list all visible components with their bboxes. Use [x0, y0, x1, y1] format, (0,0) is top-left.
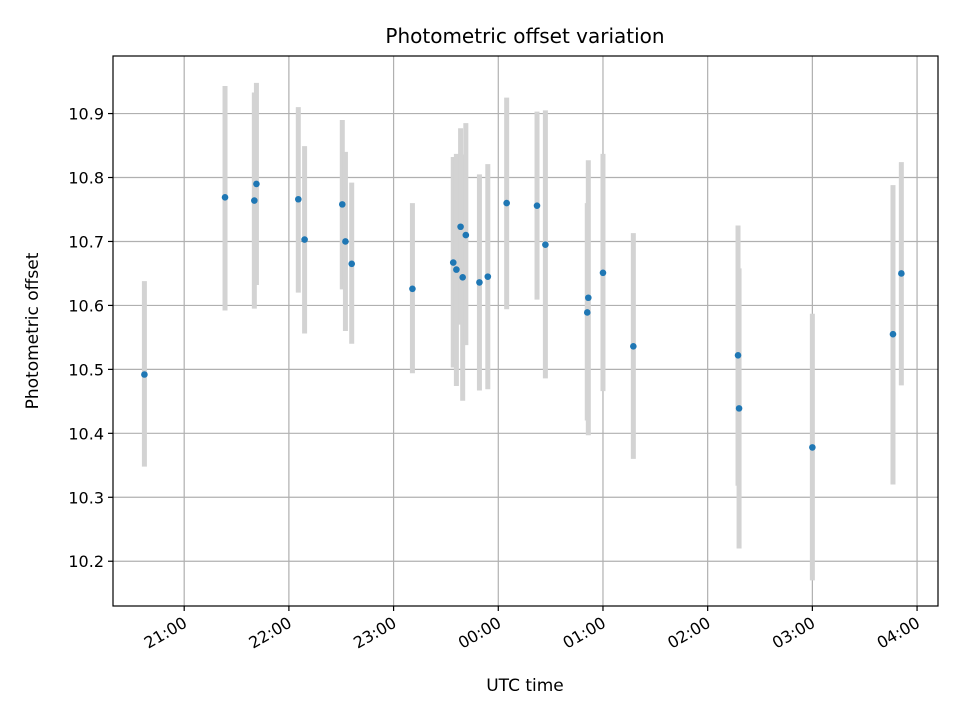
y-tick-label: 10.6 [68, 296, 104, 315]
plot-frame [112, 55, 939, 607]
y-tick-label: 10.7 [68, 232, 104, 251]
data-point [476, 279, 483, 286]
data-point [599, 269, 607, 277]
y-tick-label: 10.9 [68, 105, 104, 124]
y-tick-label: 10.3 [68, 488, 104, 507]
data-point [409, 285, 416, 293]
y-axis-title: Photometric offset [23, 252, 43, 409]
y-axis-ticks: 10.2 10.3 10.4 10.5 10.6 10.7 10.8 10.9 [68, 105, 113, 571]
data-points [141, 180, 905, 451]
data-point [348, 260, 356, 268]
data-point [583, 309, 591, 316]
data-point [462, 231, 470, 239]
data-point [809, 444, 816, 451]
x-axis-title: UTC time [486, 676, 564, 696]
data-point [253, 180, 260, 188]
y-tick-label: 10.2 [68, 552, 104, 571]
data-point [889, 330, 897, 338]
data-point [533, 202, 541, 209]
data-point [734, 352, 742, 359]
data-point [630, 343, 637, 350]
data-point [251, 197, 258, 204]
data-point [898, 270, 905, 277]
grid-lines [113, 56, 938, 606]
data-point [453, 266, 460, 273]
data-point [503, 199, 510, 207]
data-point [484, 273, 492, 280]
data-point [459, 273, 466, 281]
data-point [457, 223, 464, 231]
y-tick-label: 10.4 [68, 424, 104, 443]
data-point [542, 241, 549, 248]
data-point [342, 238, 349, 245]
data-point [449, 259, 457, 266]
chart-title: Photometric offset variation [385, 24, 664, 48]
y-tick-label: 10.5 [68, 360, 104, 379]
data-point [585, 294, 592, 302]
data-point [221, 194, 229, 201]
y-tick-label: 10.8 [68, 169, 104, 188]
data-point [141, 371, 148, 378]
data-point [735, 405, 743, 412]
data-point [301, 236, 308, 243]
data-point [338, 201, 346, 208]
data-point [295, 195, 302, 203]
